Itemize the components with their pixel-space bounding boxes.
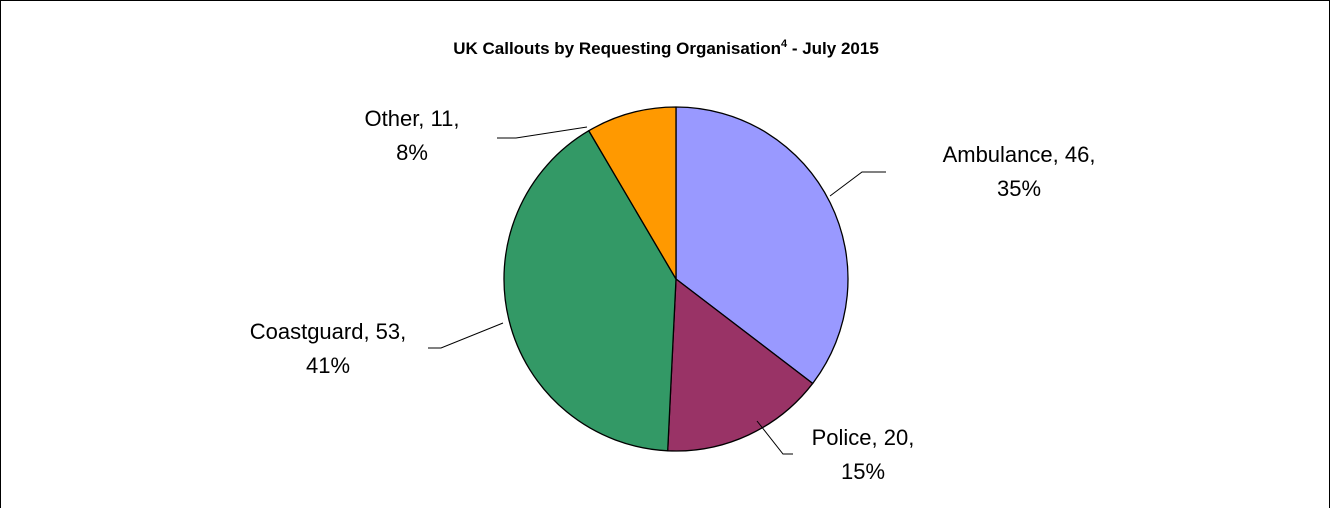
leader-line-coastguard [428, 322, 504, 349]
data-labels: Ambulance, 46, 35% Police, 20, 15% Coastguar… [250, 106, 1096, 484]
pie-slice-other [588, 106, 677, 280]
leader-line-other [497, 126, 588, 139]
data-label-coastguard: Coastguard, 53, 41% [250, 319, 407, 378]
data-label-other: Other, 11, 8% [365, 106, 460, 165]
chart-title-main: UK Callouts by Requesting Organisation [453, 39, 781, 58]
chart-title-superscript: 4 [781, 38, 788, 50]
data-label-police: Police, 20, 15% [812, 425, 915, 484]
leader-line-ambulance [829, 171, 886, 197]
pie-slice-police [667, 278, 814, 452]
pie-slice-ambulance [675, 106, 849, 385]
chart-title: UK Callouts by Requesting Organisation4 … [453, 38, 879, 58]
leader-lines [428, 126, 886, 455]
pie-slice-coastguard [503, 130, 677, 452]
pie-slices [503, 106, 849, 452]
data-label-ambulance: Ambulance, 46, 35% [943, 142, 1096, 201]
chart-title-suffix: - July 2015 [787, 39, 879, 58]
leader-line-police [756, 420, 793, 455]
